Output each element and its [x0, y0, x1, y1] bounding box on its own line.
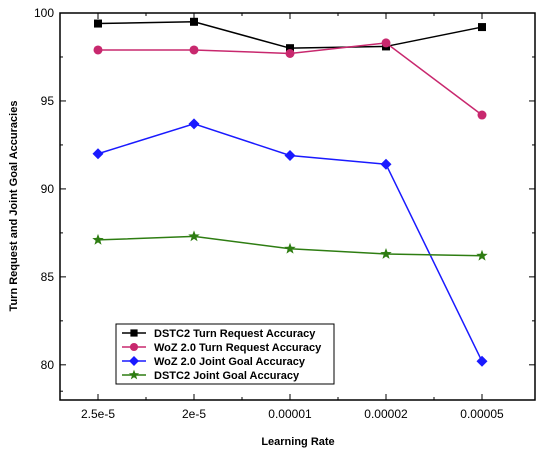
- y-axis-label: Turn Request and Joint Goal Accuracies: [8, 101, 20, 312]
- series-0: [94, 17, 486, 53]
- legend-label: WoZ 2.0 Joint Goal Accuracy: [154, 356, 306, 368]
- data-point: [286, 44, 294, 53]
- data-point: [380, 158, 392, 170]
- y-tick-label: 95: [41, 94, 55, 108]
- y-tick-label: 85: [41, 270, 55, 284]
- data-point: [188, 230, 200, 242]
- plot-frame: [59, 12, 536, 401]
- x-tick-label: 0.00005: [460, 407, 504, 421]
- series-3: [92, 230, 488, 261]
- data-point: [93, 45, 103, 55]
- series-2: [92, 118, 488, 367]
- legend-label: DSTC2 Joint Goal Accuracy: [154, 370, 300, 382]
- data-point: [285, 48, 295, 58]
- y-tick-label: 100: [34, 6, 54, 20]
- legend-marker: [128, 369, 140, 380]
- legend-label: WoZ 2.0 Turn Request Accuracy: [154, 342, 322, 354]
- series-1: [93, 38, 487, 120]
- data-point: [381, 38, 391, 48]
- x-axis-label: Learning Rate: [261, 436, 334, 448]
- x-tick-label: 2e-5: [182, 407, 206, 421]
- y-tick-label: 90: [41, 182, 55, 196]
- data-point: [478, 23, 486, 32]
- data-point: [284, 242, 296, 254]
- legend-marker: [130, 329, 138, 337]
- legend-marker: [129, 356, 139, 366]
- legend-box: [115, 323, 335, 385]
- data-point: [380, 248, 392, 259]
- y-axis: 80 85 90 95 100: [34, 6, 535, 392]
- data-point: [92, 148, 104, 160]
- data-point: [476, 355, 488, 367]
- legend-marker: [129, 342, 139, 352]
- data-point: [476, 249, 488, 261]
- data-point: [188, 118, 200, 130]
- data-point: [189, 45, 199, 55]
- legend-label: DSTC2 Turn Request Accuracy: [154, 328, 316, 340]
- x-tick-label: 0.00002: [364, 407, 408, 421]
- series-group: [92, 17, 488, 367]
- data-point: [94, 19, 102, 28]
- data-point: [190, 17, 198, 26]
- x-tick-label: 0.00001: [268, 407, 312, 421]
- data-point: [284, 149, 296, 161]
- data-point: [477, 110, 487, 120]
- legend: DSTC2 Turn Request Accuracy WoZ 2.0 Turn …: [115, 323, 335, 385]
- x-axis: 2.5e-5 2e-5 0.00001 0.00002 0.00005: [81, 13, 504, 421]
- y-tick-label: 80: [41, 358, 55, 372]
- x-tick-label: 2.5e-5: [81, 407, 115, 421]
- data-point: [92, 233, 104, 245]
